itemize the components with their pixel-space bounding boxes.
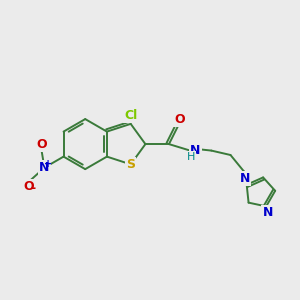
Text: O: O	[23, 180, 34, 193]
Text: O: O	[174, 113, 184, 127]
Text: O: O	[36, 138, 47, 151]
Text: Cl: Cl	[124, 109, 137, 122]
Text: N: N	[190, 143, 201, 157]
Text: -: -	[30, 182, 35, 195]
Text: N: N	[39, 161, 50, 174]
Text: N: N	[240, 172, 250, 185]
Text: N: N	[262, 206, 273, 219]
Text: S: S	[126, 158, 135, 171]
Text: H: H	[187, 152, 195, 162]
Text: +: +	[44, 159, 52, 169]
